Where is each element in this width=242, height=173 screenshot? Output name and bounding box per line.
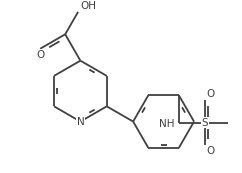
- Text: N: N: [76, 117, 84, 127]
- Text: O: O: [207, 146, 215, 156]
- Text: O: O: [36, 50, 44, 60]
- Text: O: O: [207, 89, 215, 99]
- Text: NH: NH: [159, 119, 175, 129]
- Text: OH: OH: [80, 1, 96, 11]
- Text: S: S: [201, 118, 208, 128]
